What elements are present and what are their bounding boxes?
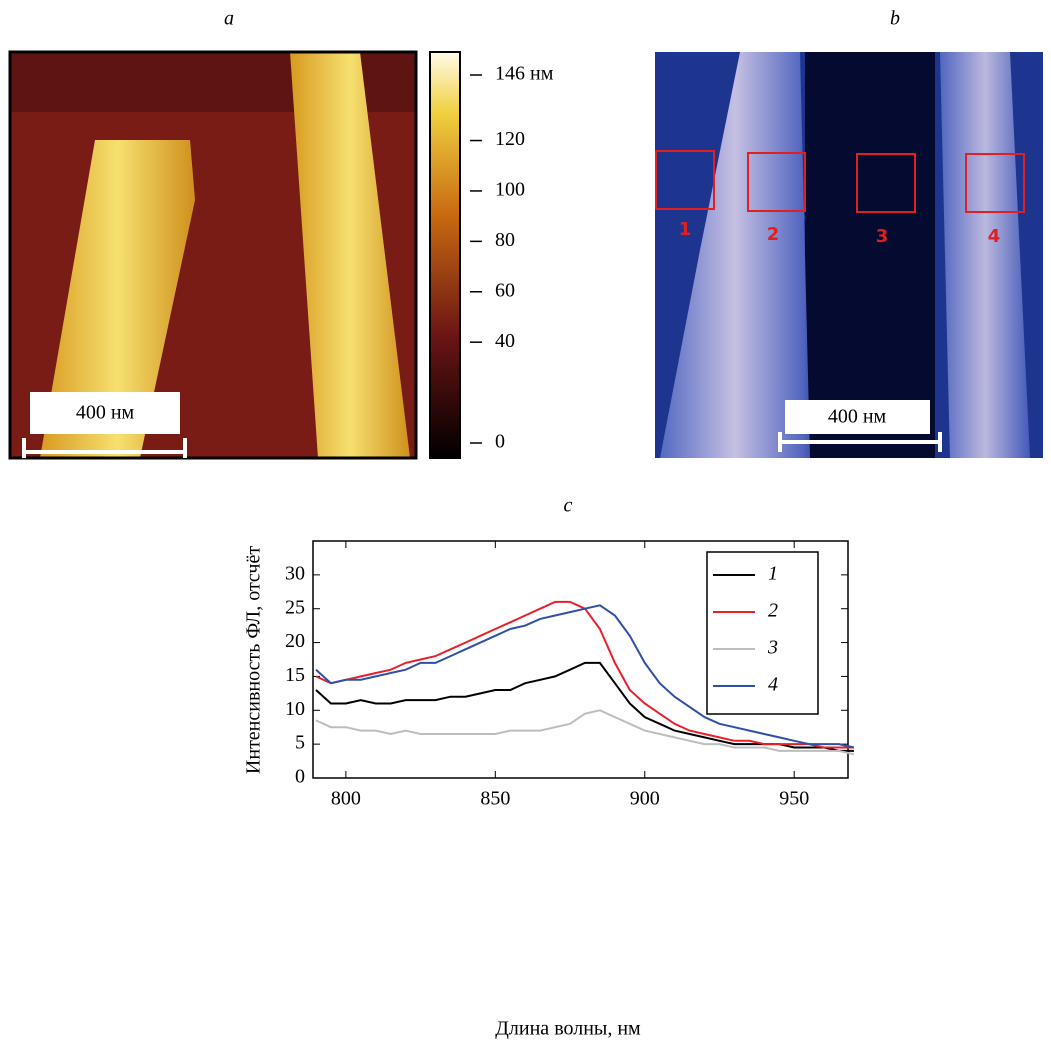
y-axis-label: Интенсивность ФЛ, отсчёт xyxy=(243,546,265,774)
colorbar-tick-label: 60 xyxy=(495,279,515,301)
legend-label: 2 xyxy=(768,600,778,622)
region-label: 4 xyxy=(988,226,1001,247)
colorbar-tick-label: 40 xyxy=(495,330,515,352)
y-tick-label: 25 xyxy=(285,596,305,618)
colorbar-tick-label: 100 xyxy=(495,179,525,201)
panel-label: b xyxy=(890,8,900,30)
colorbar-tick-label: 80 xyxy=(495,229,515,251)
series-line xyxy=(315,709,855,756)
legend xyxy=(706,551,819,715)
scale-bar-label: 400 нм xyxy=(828,406,887,428)
y-tick-label: 20 xyxy=(285,630,305,652)
x-tick-label: 850 xyxy=(480,788,510,810)
panel-label: c xyxy=(564,495,573,517)
x-tick-label: 900 xyxy=(630,788,660,810)
pl-map xyxy=(655,52,1043,458)
legend-label: 3 xyxy=(767,637,778,659)
region-label: 2 xyxy=(767,224,780,245)
x-axis-label: Длина волны, нм xyxy=(495,1018,641,1040)
y-tick-label: 5 xyxy=(295,732,305,754)
afm-image xyxy=(8,50,418,460)
colorbar-tick-label: 0 xyxy=(495,431,505,453)
scale-bar-label: 400 нм xyxy=(76,402,135,424)
y-tick-label: 0 xyxy=(295,766,305,788)
colorbar-tick-label: 120 xyxy=(495,128,525,150)
region-label: 3 xyxy=(876,226,889,247)
y-tick-label: 15 xyxy=(285,664,305,686)
panel-label: a xyxy=(224,8,234,30)
y-tick-label: 10 xyxy=(285,698,305,720)
y-tick-label: 30 xyxy=(285,562,305,584)
x-tick-label: 800 xyxy=(331,788,361,810)
legend-label: 1 xyxy=(768,563,778,585)
colorbar xyxy=(429,51,461,459)
x-tick-label: 950 xyxy=(779,788,809,810)
plot-frame xyxy=(312,540,849,779)
region-label: 1 xyxy=(679,219,692,240)
legend-label: 4 xyxy=(768,674,778,696)
colorbar-tick-label: 146 нм xyxy=(495,63,554,85)
series-line xyxy=(315,604,855,749)
